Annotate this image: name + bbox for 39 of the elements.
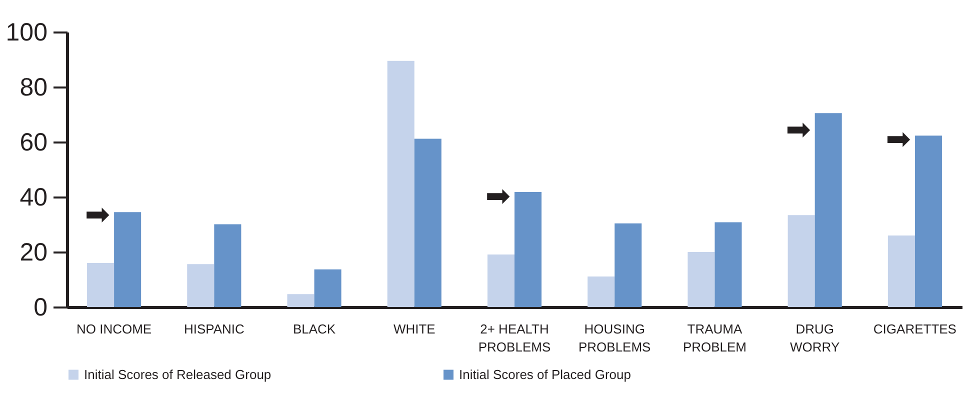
bar [414,138,442,307]
x-tick-label: TRAUMA PROBLEM [682,322,747,354]
y-tick-label: 20 [20,238,48,266]
bar [788,215,815,307]
bar [914,136,942,307]
x-tick-label: NO INCOME [76,322,152,336]
annotation: ➡ [485,180,510,213]
x-tick-label: DRUG WORRY [790,322,840,354]
y-tick-label: 60 [20,128,48,156]
bar [87,263,114,307]
legend-label: Initial Scores of Released Group [84,366,272,382]
legend-label: Initial Scores of Placed Group [459,366,631,382]
y-tick-label: 80 [20,74,48,102]
bar [688,252,715,307]
x-tick-label: 2+ HEALTH PROBLEMS [478,322,551,354]
bar [387,60,414,307]
annotation: ➡ [84,198,110,232]
bar [614,223,642,307]
bar [114,212,142,307]
x-tick-label: BLACK [292,322,336,336]
bar [314,269,342,307]
bar [514,192,542,307]
bar [814,113,842,307]
bar [214,224,242,307]
annotation: ➡ [886,122,911,156]
bar [588,276,615,307]
annotation: ➡ [786,113,811,146]
x-tick-label: HISPANIC [184,322,244,336]
bar [714,222,742,307]
y-tick-label: 100 [6,18,48,46]
y-tick-label: 0 [34,294,48,322]
y-tick-label: 40 [20,184,48,212]
x-tick-label: WHITE [393,322,436,336]
x-tick-label: HOUSING PROBLEMS [578,322,652,354]
bar [487,254,514,307]
bar [888,236,915,307]
bar [187,264,214,307]
bar [287,294,314,307]
x-tick-label: CIGARETTES [873,322,957,336]
